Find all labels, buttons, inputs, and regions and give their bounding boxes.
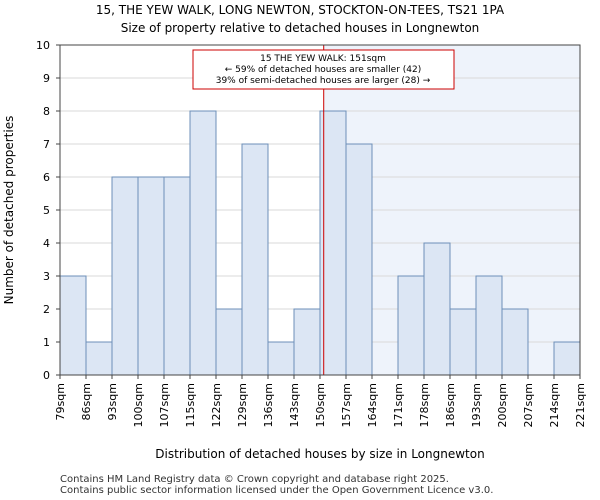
- bar-115sqm: [189, 110, 217, 376]
- x-tick-label-93sqm: 93sqm: [106, 383, 119, 420]
- bar-214sqm: [553, 341, 581, 376]
- y-tick-label-3: 3: [43, 270, 50, 283]
- bar-178sqm: [423, 242, 451, 376]
- x-tick-label-221sqm: 221sqm: [574, 383, 587, 427]
- annotation-box: 15 THE YEW WALK: 151sqm ← 59% of detache…: [192, 49, 455, 90]
- bar-193sqm: [475, 275, 503, 376]
- y-tick-label-2: 2: [43, 303, 50, 316]
- bar-150sqm: [319, 110, 347, 376]
- bar-122sqm: [215, 308, 243, 376]
- plot-frame: [59, 44, 581, 376]
- bar-79sqm: [59, 275, 87, 376]
- annotation-line-3: 39% of semi-detached houses are larger (…: [216, 76, 431, 86]
- x-tick-label-115sqm: 115sqm: [184, 383, 197, 427]
- bar-171sqm: [397, 275, 425, 376]
- x-tick-label-200sqm: 200sqm: [496, 383, 509, 427]
- x-tick-label-129sqm: 129sqm: [236, 383, 249, 427]
- x-tick-label-178sqm: 178sqm: [418, 383, 431, 427]
- y-axis-ticks: 0 1 2 3 4 5 6 7 8 9 10: [36, 39, 60, 382]
- x-tick-label-122sqm: 122sqm: [210, 383, 223, 427]
- x-tick-label-186sqm: 186sqm: [444, 383, 457, 427]
- y-tick-label-5: 5: [43, 204, 50, 217]
- x-axis-label: Distribution of detached houses by size …: [155, 447, 484, 461]
- y-axis-label: Number of detached properties: [2, 116, 16, 305]
- annotation-line-1: 15 THE YEW WALK: 151sqm: [260, 54, 386, 64]
- bar-157sqm: [345, 143, 373, 376]
- x-tick-label-207sqm: 207sqm: [522, 383, 535, 427]
- footer-line-2: Contains public sector information licen…: [60, 485, 494, 496]
- x-tick-label-214sqm: 214sqm: [548, 383, 561, 427]
- footer-line-1: Contains HM Land Registry data © Crown c…: [60, 474, 449, 485]
- x-tick-label-100sqm: 100sqm: [132, 383, 145, 427]
- y-tick-label-0: 0: [43, 369, 50, 382]
- chart-title-line-1: 15, THE YEW WALK, LONG NEWTON, STOCKTON-…: [96, 3, 505, 17]
- y-tick-label-6: 6: [43, 171, 50, 184]
- x-tick-label-107sqm: 107sqm: [158, 383, 171, 427]
- bar-200sqm: [501, 308, 529, 376]
- x-axis-ticks: 79sqm 86sqm 93sqm 100sqm 107sqm 115sqm 122sqm 1…: [54, 375, 587, 427]
- x-tick-label-171sqm: 171sqm: [392, 383, 405, 427]
- bar-186sqm: [449, 308, 477, 376]
- bars-group: [59, 110, 581, 376]
- bar-86sqm: [85, 341, 113, 376]
- x-tick-label-150sqm: 150sqm: [314, 383, 327, 427]
- y-tick-label-8: 8: [43, 105, 50, 118]
- bar-136sqm: [267, 341, 295, 376]
- y-tick-label-4: 4: [43, 237, 50, 250]
- bar-129sqm: [241, 143, 269, 376]
- y-tick-label-1: 1: [43, 336, 50, 349]
- x-tick-label-86sqm: 86sqm: [80, 383, 93, 420]
- x-tick-label-136sqm: 136sqm: [262, 383, 275, 427]
- x-tick-label-143sqm: 143sqm: [288, 383, 301, 427]
- y-tick-label-10: 10: [36, 39, 50, 52]
- y-tick-label-9: 9: [43, 72, 50, 85]
- bar-93sqm: [111, 176, 139, 376]
- y-tick-label-7: 7: [43, 138, 50, 151]
- bar-107sqm: [163, 176, 191, 376]
- bar-143sqm: [293, 308, 321, 376]
- chart-title-line-2: Size of property relative to detached ho…: [121, 21, 480, 35]
- annotation-line-2: ← 59% of detached houses are smaller (42…: [225, 65, 422, 75]
- x-tick-label-157sqm: 157sqm: [340, 383, 353, 427]
- x-tick-label-193sqm: 193sqm: [470, 383, 483, 427]
- x-tick-label-79sqm: 79sqm: [54, 383, 67, 420]
- bar-100sqm: [137, 176, 165, 376]
- x-tick-label-164sqm: 164sqm: [366, 383, 379, 427]
